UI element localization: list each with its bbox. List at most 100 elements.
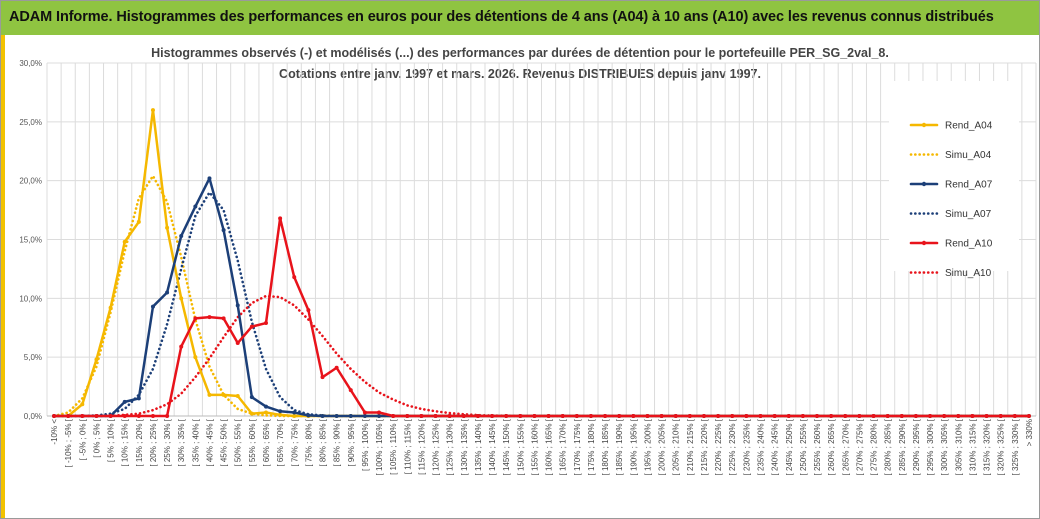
data-point <box>292 275 297 280</box>
x-tick-label: [ 270% ; 275% [ <box>855 418 864 475</box>
data-point <box>136 414 141 418</box>
data-point <box>108 414 113 418</box>
data-point <box>66 414 71 418</box>
data-point <box>617 414 622 418</box>
x-tick-label: [ 130% ; 135% [ <box>460 418 469 475</box>
x-tick-label: [ 205% ; 210% [ <box>672 418 681 475</box>
data-point <box>334 414 339 418</box>
data-point <box>263 410 268 415</box>
data-point <box>588 414 593 418</box>
data-point <box>193 204 198 209</box>
data-point <box>179 344 184 349</box>
data-point <box>150 414 155 418</box>
y-tick-label: 25,0% <box>19 118 42 127</box>
data-point <box>942 414 947 418</box>
data-point <box>433 414 438 418</box>
x-tick-label: [ 150% ; 155% [ <box>516 418 525 475</box>
x-tick-label: [ 235% ; 240% [ <box>756 418 765 475</box>
data-point <box>603 414 608 418</box>
x-tick-label: [ 5% ; 10% [ <box>107 418 116 462</box>
x-tick-label: [ 250% ; 255% [ <box>799 418 808 475</box>
data-point <box>532 414 537 418</box>
data-point <box>165 414 170 418</box>
x-tick-label: [ 315% ; 320% [ <box>983 418 992 475</box>
data-point <box>362 410 367 415</box>
data-point <box>235 341 240 346</box>
x-tick-label: [ 30% ; 35% [ <box>177 418 186 466</box>
data-point <box>574 414 579 418</box>
x-tick-label: [ 0% ; 5% [ <box>92 418 101 457</box>
data-point <box>829 414 834 418</box>
data-point <box>518 414 523 418</box>
x-tick-label: [ 210% ; 215% [ <box>686 418 695 475</box>
x-tick-label: [ 10% ; 15% [ <box>121 418 130 466</box>
data-point <box>475 414 480 418</box>
data-point <box>108 305 113 310</box>
x-tick-label: [ 40% ; 45% [ <box>205 418 214 466</box>
accent-bar <box>1 35 5 518</box>
data-point <box>235 303 240 308</box>
x-tick-label: [ 155% ; 160% [ <box>530 418 539 475</box>
x-tick-label: [ 20% ; 25% [ <box>149 418 158 466</box>
data-point <box>447 414 452 418</box>
x-tick-label: [ 55% ; 60% [ <box>248 418 257 466</box>
x-tick-label: [ 325% ; 330% [ <box>1011 418 1020 475</box>
data-point <box>504 414 509 418</box>
legend-label: Rend_A07 <box>945 180 993 191</box>
data-point <box>758 414 763 418</box>
x-tick-label: [ 165% ; 170% [ <box>559 418 568 475</box>
x-tick-label: [ 70% ; 75% [ <box>290 418 299 466</box>
data-point <box>122 399 127 404</box>
data-point <box>391 414 396 418</box>
x-tick-label: [ 220% ; 225% [ <box>714 418 723 475</box>
data-point <box>1012 414 1017 418</box>
gridlines <box>46 62 1037 417</box>
x-tick-label: [ 190% ; 195% [ <box>629 418 638 475</box>
data-point <box>405 414 410 418</box>
x-tick-label: [ -5% ; 0% [ <box>78 418 87 460</box>
legend-label: Simu_A07 <box>945 209 992 220</box>
x-tick-label: [ 280% ; 285% [ <box>884 418 893 475</box>
data-point <box>956 414 961 418</box>
x-tick-label: [ 300% ; 305% [ <box>940 418 949 475</box>
data-point <box>306 308 311 313</box>
data-point <box>221 228 226 233</box>
data-point <box>843 414 848 418</box>
data-point <box>730 414 735 418</box>
x-tick-label: [ 320% ; 325% [ <box>997 418 1006 475</box>
x-tick-label: [ 105% ; 110% [ <box>389 418 398 475</box>
x-tick-label: [ 115% ; 120% [ <box>417 418 426 475</box>
data-point <box>80 402 85 407</box>
legend-box <box>889 81 1019 271</box>
data-point <box>928 414 933 418</box>
x-tick-label: [ 75% ; 80% [ <box>304 418 313 466</box>
x-tick-label: [ 65% ; 70% [ <box>276 418 285 466</box>
data-point <box>348 414 353 418</box>
chart-title: Histogrammes observés (-) et modélisés (… <box>151 46 889 60</box>
data-point <box>136 219 141 224</box>
data-point <box>334 365 339 370</box>
x-tick-label: [ 15% ; 20% [ <box>135 418 144 466</box>
y-tick-label: 0,0% <box>24 412 42 421</box>
header-banner: ADAM Informe. Histogrammes des performan… <box>1 1 1039 35</box>
x-tick-label: [ 175% ; 180% [ <box>587 418 596 475</box>
x-tick-label: [ 305% ; 310% [ <box>954 418 963 475</box>
x-tick-label: [ 245% ; 250% [ <box>785 418 794 475</box>
data-point <box>94 357 99 362</box>
data-point <box>306 413 311 418</box>
x-tick-label: > 330% <box>1025 419 1034 446</box>
data-point <box>122 239 127 244</box>
page-title: ADAM Informe. Histogrammes des performan… <box>9 9 994 25</box>
x-tick-label: [ 85% ; 90% [ <box>333 418 342 466</box>
y-tick-label: 20,0% <box>19 177 42 186</box>
x-tick-label: [ 90% ; 95% [ <box>347 418 356 466</box>
data-point <box>52 414 57 418</box>
data-point <box>221 316 226 321</box>
x-tick-label: [ 310% ; 315% [ <box>968 418 977 475</box>
data-point <box>800 414 805 418</box>
data-point <box>193 316 198 321</box>
legend-label: Simu_A04 <box>945 150 992 161</box>
data-point <box>772 414 777 418</box>
